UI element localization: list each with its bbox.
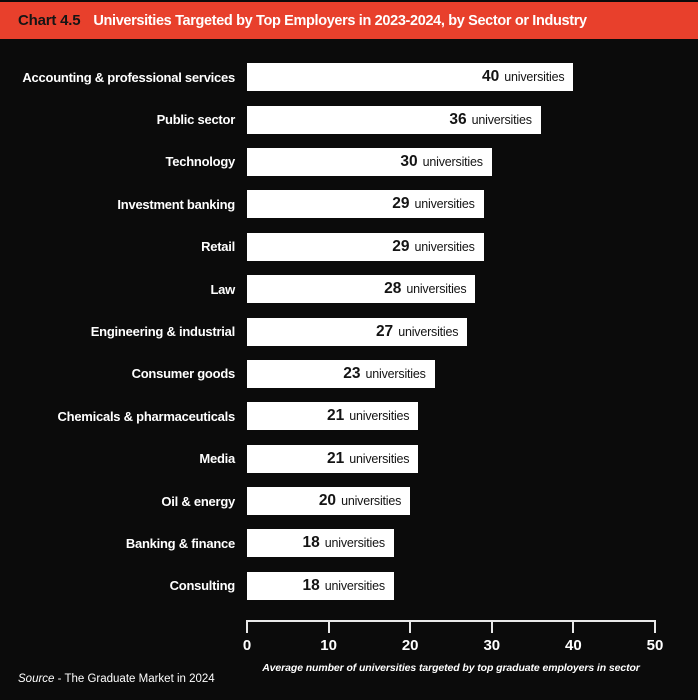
x-axis-caption: Average number of universities targeted … bbox=[262, 662, 640, 674]
axis-tick-mark bbox=[327, 620, 330, 633]
chart-row: Investment banking 29 universities bbox=[0, 183, 698, 225]
chart-row: Accounting & professional services 40 univ… bbox=[0, 56, 698, 98]
category-label: Law bbox=[210, 281, 235, 297]
bar-value: 21 bbox=[326, 449, 345, 467]
source-note: Source - The Graduate Market in 2024 bbox=[18, 673, 215, 685]
bar: 23 universities bbox=[247, 359, 435, 388]
bar-value: 27 bbox=[375, 322, 394, 340]
axis-tick-label: 30 bbox=[483, 637, 501, 654]
bar: 27 universities bbox=[247, 317, 468, 346]
bar-unit-label: universities bbox=[414, 197, 475, 212]
bar-unit-label: universities bbox=[324, 578, 385, 593]
axis-tick-mark bbox=[572, 620, 575, 633]
x-axis-line bbox=[247, 620, 655, 622]
chart-row: Oil & energy 20 universities bbox=[0, 480, 698, 522]
category-label: Investment banking bbox=[117, 196, 235, 212]
bar: 21 universities bbox=[247, 402, 419, 431]
bar: 18 universities bbox=[247, 571, 394, 600]
bar-unit-label: universities bbox=[406, 282, 467, 297]
chart-title: Universities Targeted by Top Employers i… bbox=[93, 12, 587, 29]
bar-value: 29 bbox=[392, 195, 410, 213]
source-body: - The Graduate Market in 2024 bbox=[57, 673, 215, 685]
chart-row: Public sector 36 universities bbox=[0, 98, 698, 140]
bar: 20 universities bbox=[247, 487, 411, 516]
bar-unit-label: universities bbox=[504, 70, 565, 85]
bar: 21 universities bbox=[247, 444, 419, 473]
category-label: Consulting bbox=[169, 578, 236, 594]
axis-tick-mark bbox=[490, 620, 493, 633]
source-prefix: Source bbox=[18, 673, 55, 685]
bar-value: 18 bbox=[302, 576, 320, 594]
bar-unit-label: universities bbox=[398, 324, 459, 339]
chart-row: Banking & finance 18 universities bbox=[0, 522, 698, 564]
chart-row: Technology 30 universities bbox=[0, 141, 698, 183]
bar-unit-label: universities bbox=[414, 239, 475, 254]
axis-tick-label: 50 bbox=[646, 637, 664, 654]
chart-header-band: Chart 4.5 Universities Targeted by Top E… bbox=[0, 2, 698, 39]
bar-unit-label: universities bbox=[422, 154, 483, 169]
chart-row: Media 21 universities bbox=[0, 438, 698, 480]
bar-rows: Accounting & professional services 40 univ… bbox=[0, 56, 698, 607]
category-label: Banking & finance bbox=[125, 535, 235, 551]
category-label: Engineering & industrial bbox=[90, 324, 236, 340]
bar-unit-label: universities bbox=[471, 112, 532, 127]
bar-value: 20 bbox=[318, 492, 337, 510]
bar-value: 23 bbox=[343, 364, 361, 382]
chart-row: Retail 29 universities bbox=[0, 226, 698, 268]
bar-unit-label: universities bbox=[365, 366, 426, 381]
chart-row: Engineering & industrial 27 universities bbox=[0, 310, 698, 352]
bar-value: 30 bbox=[400, 152, 418, 170]
bar-value: 28 bbox=[384, 280, 402, 298]
category-label: Chemicals & pharmaceuticals bbox=[57, 408, 236, 424]
chart-row: Consulting 18 universities bbox=[0, 565, 698, 607]
axis-tick-label: 10 bbox=[320, 637, 337, 654]
axis-tick-label: 20 bbox=[401, 637, 419, 654]
bar: 28 universities bbox=[247, 275, 476, 304]
category-label: Oil & energy bbox=[161, 493, 235, 509]
bar-value: 21 bbox=[326, 407, 345, 425]
bar-value: 40 bbox=[482, 68, 500, 86]
chart-row: Law 28 universities bbox=[0, 268, 698, 310]
bar-value: 18 bbox=[302, 534, 320, 552]
axis-tick-label: 0 bbox=[242, 637, 252, 654]
bar: 29 universities bbox=[247, 190, 484, 219]
axis-tick-mark bbox=[409, 620, 412, 633]
bar-value: 29 bbox=[392, 237, 410, 255]
category-label: Retail bbox=[201, 239, 235, 255]
bar-value: 36 bbox=[449, 110, 467, 128]
bar-unit-label: universities bbox=[341, 494, 402, 509]
bar: 30 universities bbox=[247, 147, 492, 176]
category-label: Public sector bbox=[156, 112, 236, 128]
axis-tick-mark bbox=[654, 620, 656, 633]
category-label: Technology bbox=[165, 154, 236, 170]
bar: 18 universities bbox=[247, 529, 394, 558]
axis-tick-label: 40 bbox=[565, 637, 582, 654]
category-label: Media bbox=[199, 451, 235, 467]
axis-tick-mark bbox=[246, 620, 248, 633]
bar: 29 universities bbox=[247, 232, 484, 261]
chart-row: Consumer goods 23 universities bbox=[0, 353, 698, 395]
bar: 36 universities bbox=[247, 105, 541, 134]
bar: 40 universities bbox=[247, 63, 574, 92]
chart-row: Chemicals & pharmaceuticals 21 universitie… bbox=[0, 395, 698, 437]
bar-unit-label: universities bbox=[324, 536, 385, 551]
category-label: Consumer goods bbox=[131, 366, 236, 382]
bar-unit-label: universities bbox=[349, 409, 410, 424]
category-label: Accounting & professional services bbox=[22, 69, 235, 85]
chart-number: Chart 4.5 bbox=[18, 12, 81, 29]
bar-unit-label: universities bbox=[349, 451, 410, 466]
